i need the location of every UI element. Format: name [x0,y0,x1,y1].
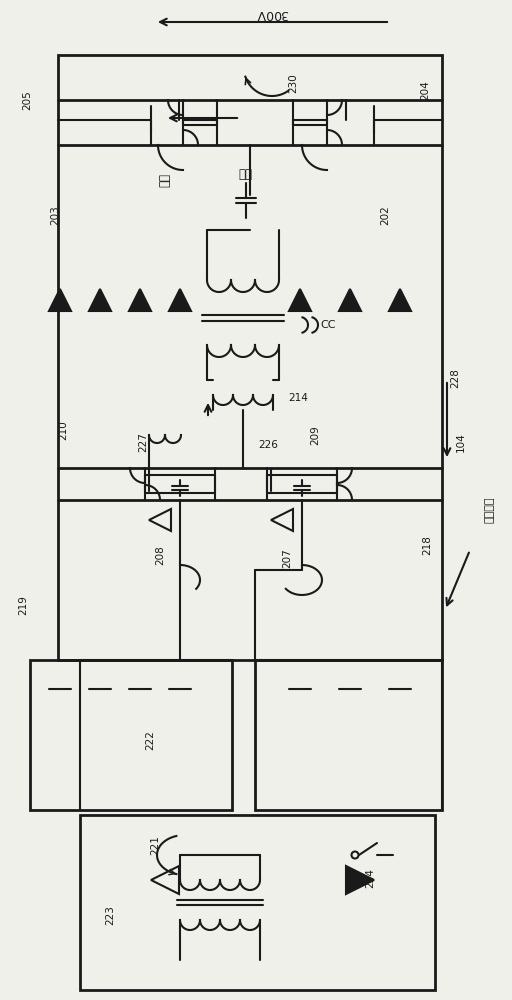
Text: CC: CC [320,320,335,330]
Text: 228: 228 [450,368,460,388]
Text: 224: 224 [365,868,375,888]
Bar [80,815,435,990]
Text: 208: 208 [155,545,165,565]
Text: 214: 214 [288,393,308,403]
Bar [58,55,442,660]
Text: 230: 230 [288,73,298,93]
Text: 202: 202 [380,205,390,225]
Text: 300V: 300V [256,6,288,19]
Bar [255,660,442,810]
Polygon shape [289,289,311,311]
Text: 现有技术: 现有技术 [485,497,495,523]
Polygon shape [339,289,361,311]
Text: 221: 221 [150,835,160,855]
Text: 222: 222 [145,730,155,750]
Text: 104: 104 [456,432,466,452]
Text: 227: 227 [138,432,148,452]
Polygon shape [129,289,151,311]
Text: 工件: 工件 [238,168,252,182]
Text: 203: 203 [50,205,60,225]
Text: 219: 219 [18,595,28,615]
Text: 226: 226 [258,440,278,450]
Text: 218: 218 [422,535,432,555]
Polygon shape [49,289,71,311]
Polygon shape [169,289,191,311]
Polygon shape [389,289,411,311]
Polygon shape [346,866,374,894]
Text: 210: 210 [58,420,68,440]
Text: 207: 207 [282,548,292,568]
Text: 209: 209 [310,425,320,445]
Text: 204: 204 [420,80,430,100]
Polygon shape [89,289,111,311]
Text: 223: 223 [105,905,115,925]
Text: 电极: 电极 [159,173,172,187]
Text: 205: 205 [22,90,32,110]
Bar [30,660,232,810]
